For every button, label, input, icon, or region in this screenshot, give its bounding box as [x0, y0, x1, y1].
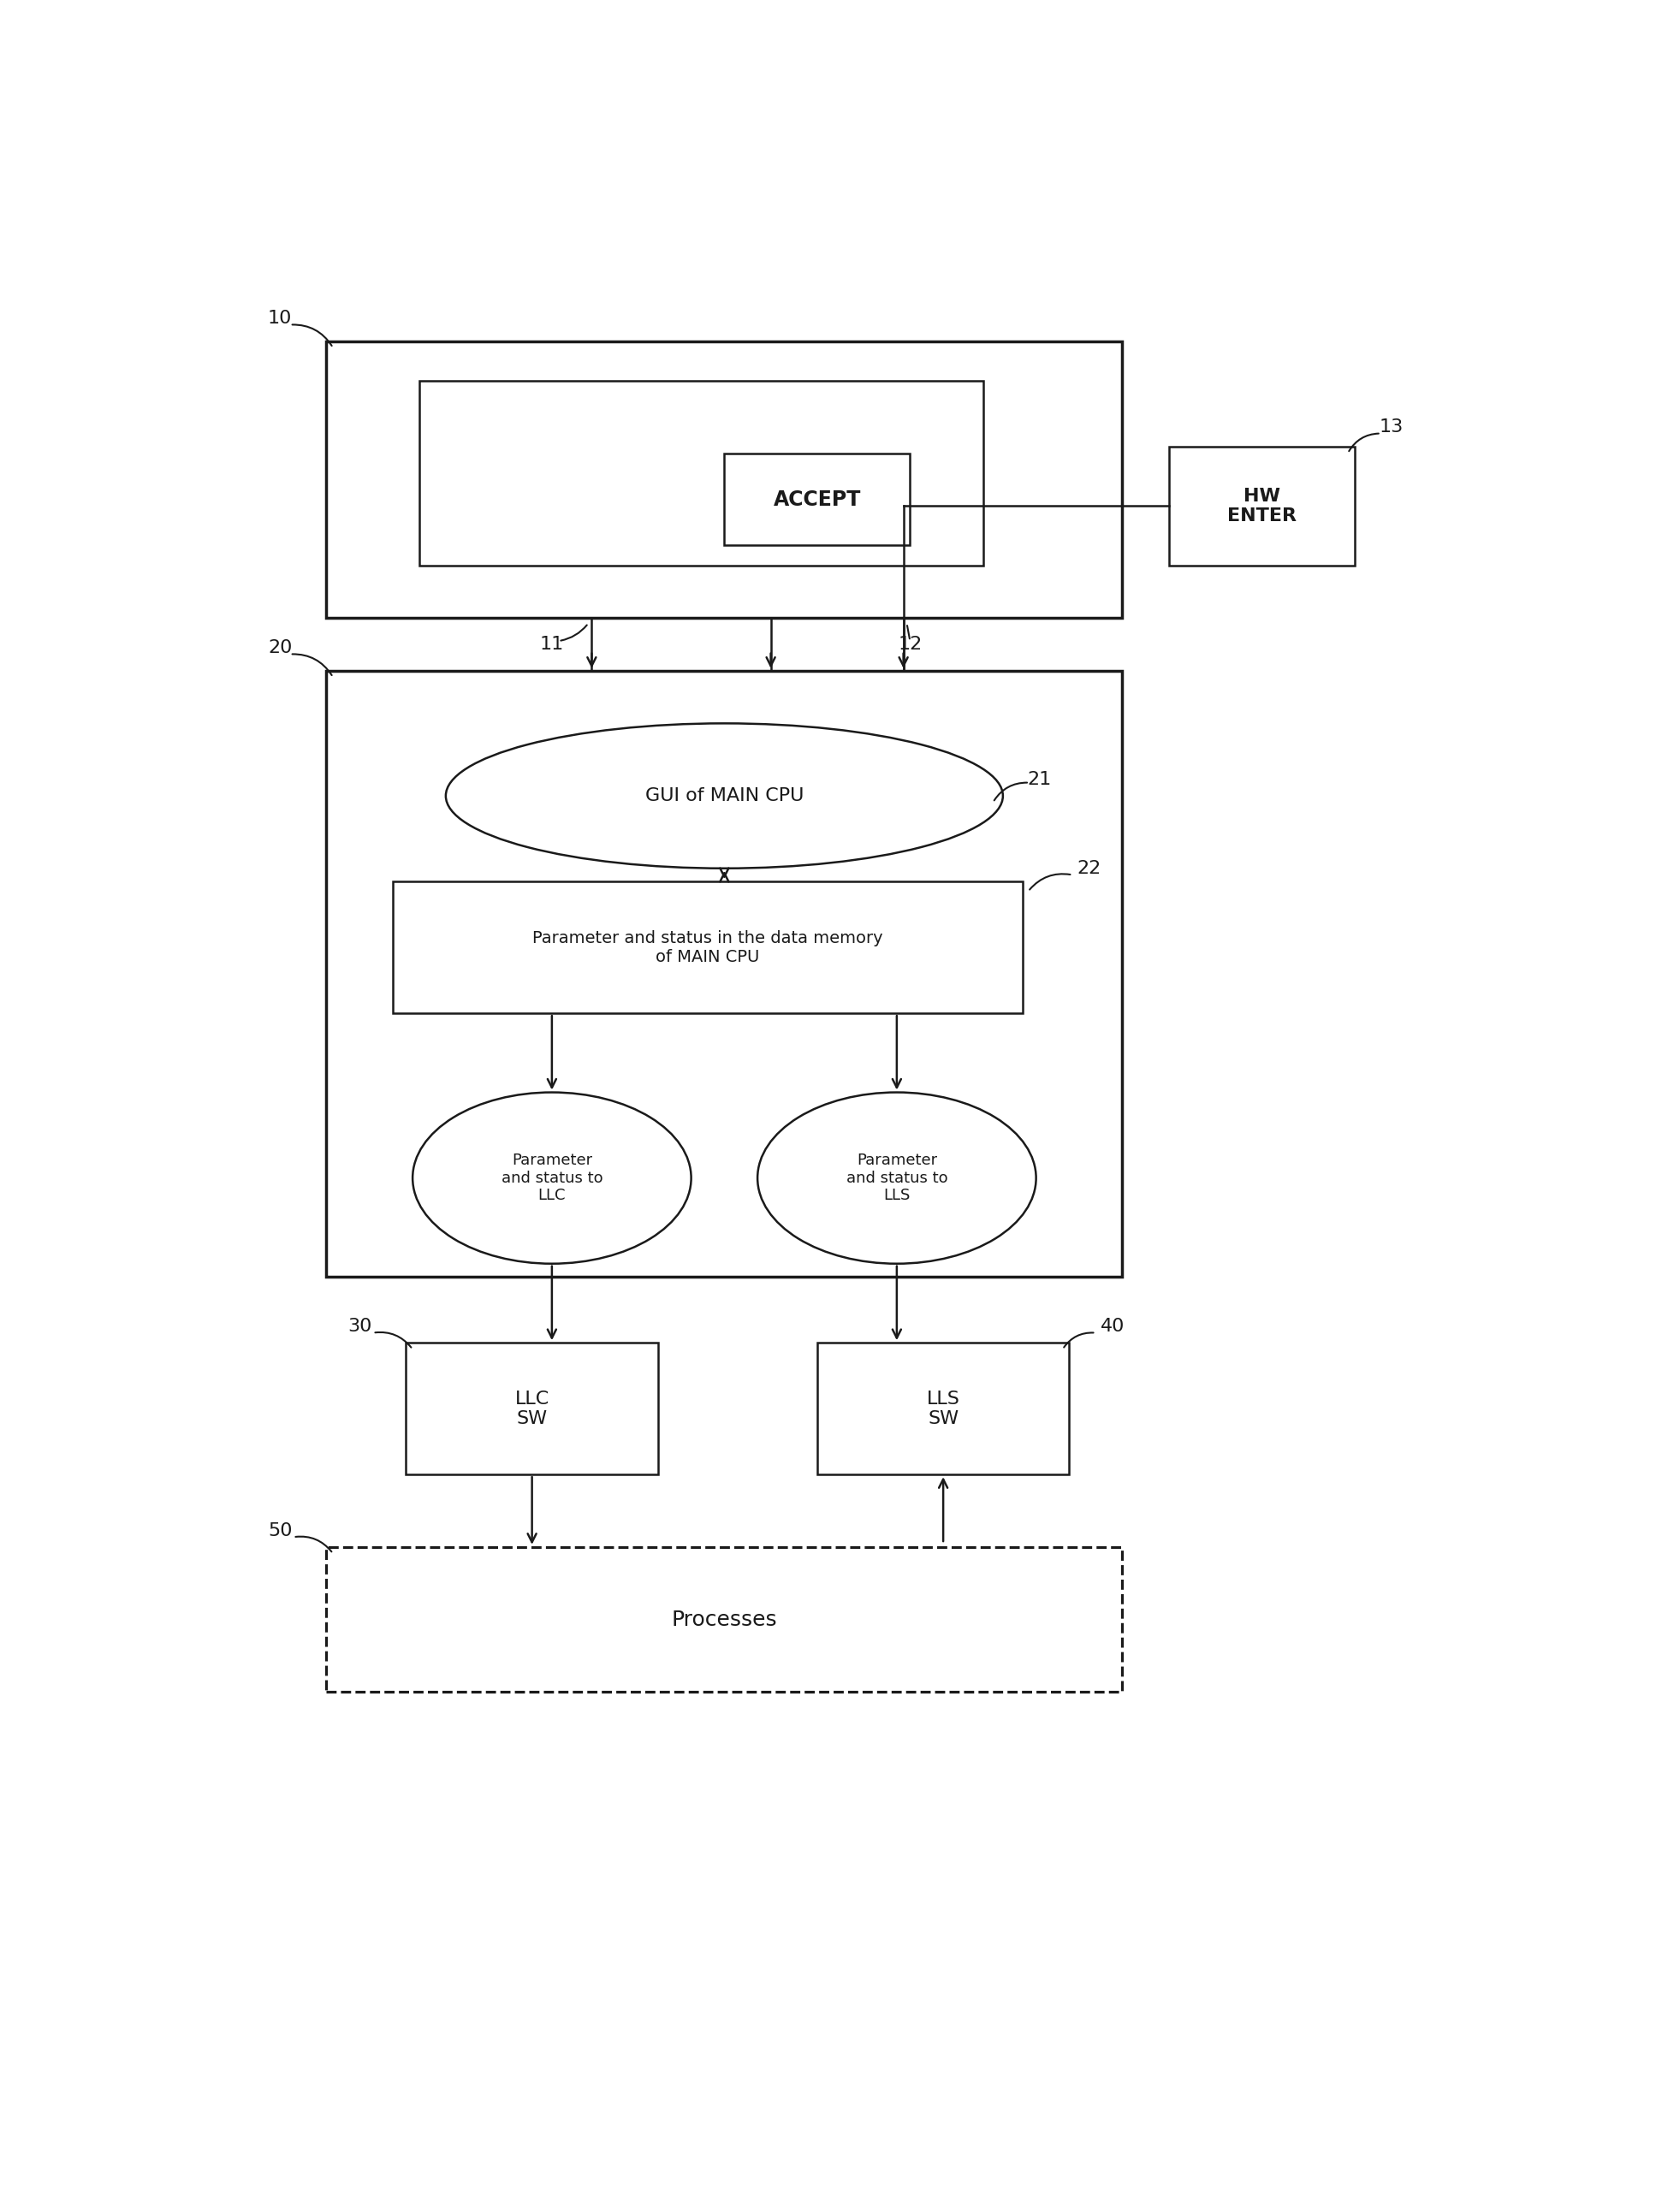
Text: 50: 50 [268, 1522, 291, 1540]
Text: GUI of MAIN CPU: GUI of MAIN CPU [646, 787, 803, 805]
Bar [392, 883, 1023, 1013]
Bar [326, 341, 1123, 617]
Text: Parameter
and status to
LLS: Parameter and status to LLS [846, 1152, 947, 1203]
Ellipse shape [757, 1093, 1037, 1263]
Bar [1169, 447, 1355, 566]
Text: Parameter
and status to
LLC: Parameter and status to LLC [502, 1152, 603, 1203]
Text: ACCEPT: ACCEPT [773, 489, 861, 509]
Bar [724, 453, 911, 546]
Text: 20: 20 [268, 639, 291, 657]
Text: 12: 12 [898, 635, 922, 653]
Bar [326, 670, 1123, 1276]
Text: 21: 21 [1027, 770, 1052, 787]
Bar [406, 1343, 657, 1475]
Bar [419, 380, 984, 566]
Text: Processes: Processes [671, 1608, 777, 1630]
Text: LLS
SW: LLS SW [927, 1389, 960, 1427]
Text: LLC
SW: LLC SW [515, 1389, 550, 1427]
Text: 22: 22 [1076, 860, 1101, 876]
Text: Parameter and status in the data memory
of MAIN CPU: Parameter and status in the data memory … [533, 929, 883, 964]
Ellipse shape [445, 723, 1004, 869]
Text: 10: 10 [268, 310, 291, 327]
Bar [816, 1343, 1070, 1475]
Bar [326, 1546, 1123, 1692]
Text: 13: 13 [1379, 418, 1403, 436]
Text: 40: 40 [1100, 1318, 1124, 1334]
Text: HW
ENTER: HW ENTER [1227, 487, 1297, 524]
Text: 30: 30 [348, 1318, 371, 1334]
Text: 11: 11 [540, 635, 565, 653]
Ellipse shape [412, 1093, 691, 1263]
